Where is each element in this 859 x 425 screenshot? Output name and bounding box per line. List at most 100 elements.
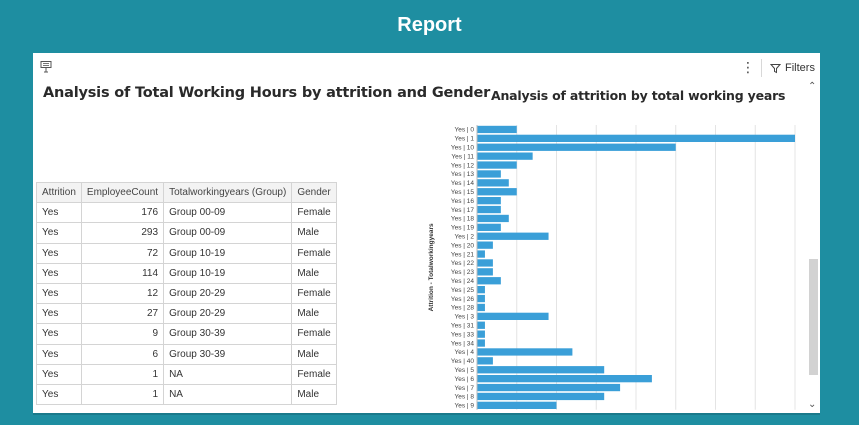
scrollbar-thumb[interactable] — [809, 259, 818, 375]
bar[interactable] — [477, 401, 557, 409]
y-tick-label: Yes | 11 — [451, 153, 474, 160]
attrition-cell: Yes — [36, 323, 82, 345]
y-tick-label: Yes | 21 — [451, 251, 475, 258]
column-header[interactable]: EmployeeCount — [80, 181, 165, 204]
bar[interactable] — [477, 366, 605, 374]
count-cell: 27 — [80, 303, 165, 325]
gender-cell: Female — [291, 282, 337, 305]
y-tick-label: Yes | 9 — [454, 403, 474, 410]
toolbar: ⋮ Filters — [33, 53, 820, 83]
y-axis-title: Attrition - Totalworkingyears — [428, 223, 435, 311]
attrition-cell: Yes — [36, 363, 82, 385]
y-tick-label: Yes | 8 — [454, 394, 474, 401]
group-cell: NA — [163, 363, 293, 385]
column-header[interactable]: Gender — [291, 181, 337, 204]
gender-cell: Male — [291, 343, 337, 365]
y-tick-label: Yes | 22 — [451, 260, 475, 267]
presentation-icon[interactable] — [39, 60, 53, 74]
bar[interactable] — [477, 205, 501, 214]
gender-cell: Male — [291, 222, 337, 244]
bar[interactable] — [477, 312, 549, 320]
bar[interactable] — [477, 241, 493, 249]
group-cell: Group 10-19 — [163, 262, 293, 284]
bar[interactable] — [477, 277, 501, 285]
bar[interactable] — [477, 214, 509, 223]
attrition-cell: Yes — [36, 242, 82, 264]
y-tick-label: Yes | 23 — [451, 269, 475, 276]
table-row: Yes 176 Group 00-09 Female — [36, 202, 337, 224]
y-tick-label: Yes | 16 — [451, 198, 475, 205]
count-cell: 176 — [80, 202, 165, 224]
scroll-up-icon[interactable]: ⌃ — [808, 81, 817, 92]
attrition-cell: Yes — [36, 202, 82, 224]
bar[interactable] — [477, 268, 493, 276]
table-row: Yes 6 Group 30-39 Male — [36, 343, 337, 365]
count-cell: 114 — [80, 262, 165, 284]
bar[interactable] — [477, 348, 573, 356]
bar[interactable] — [477, 232, 549, 240]
gender-cell: Male — [291, 383, 337, 406]
table-row: Yes 72 Group 10-19 Female — [36, 242, 337, 264]
bar[interactable] — [477, 286, 485, 294]
report-header: Report — [0, 0, 859, 50]
group-cell: Group 00-09 — [163, 222, 293, 244]
column-header[interactable]: Totalworkingyears (Group) — [163, 181, 293, 204]
y-tick-label: Yes | 5 — [454, 367, 474, 374]
bar[interactable] — [477, 223, 501, 231]
bar[interactable] — [477, 294, 485, 303]
count-cell: 1 — [80, 383, 165, 406]
y-tick-label: Yes | 20 — [451, 242, 475, 249]
y-tick-label: Yes | 1 — [454, 136, 474, 143]
table-row: Yes 114 Group 10-19 Male — [36, 262, 337, 284]
y-tick-label: Yes | 34 — [451, 340, 475, 347]
bar[interactable] — [477, 392, 605, 401]
y-tick-label: Yes | 14 — [451, 180, 475, 187]
bar[interactable] — [477, 134, 795, 142]
bar[interactable] — [477, 321, 485, 329]
more-vertical-icon[interactable]: ⋮ — [741, 59, 755, 75]
scroll-down-icon[interactable]: ⌄ — [808, 399, 817, 410]
y-tick-label: Yes | 24 — [451, 278, 475, 285]
bar[interactable] — [477, 143, 676, 151]
bar[interactable] — [477, 188, 517, 196]
y-tick-label: Yes | 18 — [451, 216, 475, 223]
group-cell: Group 20-29 — [163, 282, 293, 305]
bar[interactable] — [477, 357, 493, 365]
bar[interactable] — [477, 125, 517, 134]
y-tick-label: Yes | 0 — [454, 127, 474, 134]
y-tick-label: Yes | 7 — [454, 385, 474, 392]
count-cell: 12 — [80, 282, 165, 305]
bar[interactable] — [477, 383, 621, 392]
count-cell: 9 — [80, 323, 165, 345]
bar[interactable] — [477, 152, 533, 160]
bar[interactable] — [477, 170, 501, 178]
bar[interactable] — [477, 303, 485, 312]
bar[interactable] — [477, 250, 485, 258]
attrition-cell: Yes — [36, 383, 82, 406]
filters-label: Filters — [785, 62, 815, 74]
y-tick-label: Yes | 25 — [451, 287, 475, 294]
bar[interactable] — [477, 330, 485, 338]
toolbar-divider — [761, 59, 762, 77]
y-tick-label: Yes | 19 — [451, 225, 475, 232]
filters-button[interactable]: Filters — [770, 58, 815, 78]
table-header-row: Attrition EmployeeCount Totalworkingyear… — [36, 181, 337, 204]
y-tick-label: Yes | 6 — [454, 376, 474, 383]
bar[interactable] — [477, 259, 493, 267]
group-cell: Group 30-39 — [163, 323, 293, 345]
y-tick-label: Yes | 33 — [451, 331, 475, 338]
attrition-cell: Yes — [36, 343, 82, 365]
bar[interactable] — [477, 197, 501, 205]
column-header[interactable]: Attrition — [36, 181, 82, 204]
bar[interactable] — [477, 375, 652, 383]
group-cell: Group 10-19 — [163, 242, 293, 264]
bar[interactable] — [477, 339, 485, 347]
bar[interactable] — [477, 161, 517, 169]
bar[interactable] — [477, 179, 509, 187]
gender-cell: Male — [291, 262, 337, 284]
count-cell: 1 — [80, 363, 165, 385]
attrition-table: Attrition EmployeeCount Totalworkingyear… — [36, 181, 337, 406]
gender-cell: Female — [291, 363, 337, 385]
y-tick-label: Yes | 2 — [454, 234, 474, 241]
table-row: Yes 1 NA Male — [36, 383, 337, 406]
